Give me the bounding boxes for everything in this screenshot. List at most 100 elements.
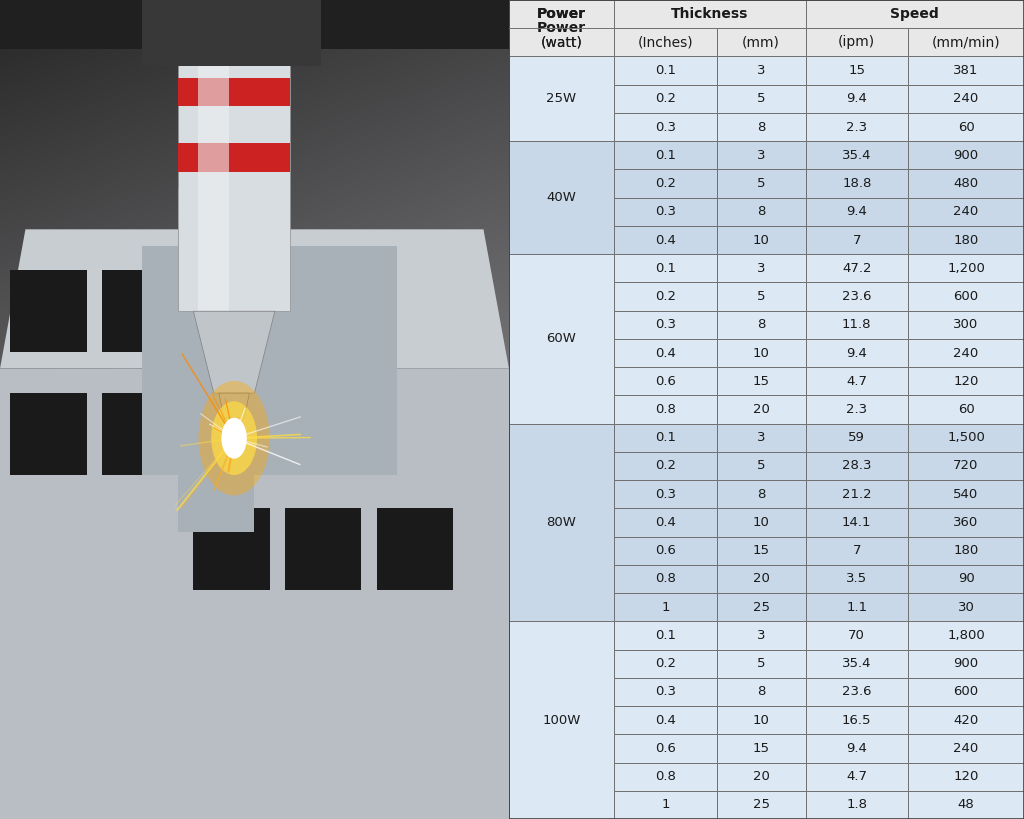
Bar xyxy=(717,536,806,565)
Bar xyxy=(908,452,1024,480)
Text: 100W: 100W xyxy=(543,713,581,726)
Bar xyxy=(806,735,908,762)
Text: 3: 3 xyxy=(757,64,765,77)
Polygon shape xyxy=(0,369,509,819)
Bar xyxy=(717,226,806,254)
Bar xyxy=(509,141,614,254)
Text: 23.6: 23.6 xyxy=(842,290,871,303)
Bar xyxy=(908,57,1024,84)
Bar xyxy=(908,509,1024,536)
Bar xyxy=(908,735,1024,762)
Text: 90: 90 xyxy=(957,572,975,586)
Bar xyxy=(717,678,806,706)
Text: 0.1: 0.1 xyxy=(654,629,676,642)
Bar xyxy=(285,393,361,475)
Text: 5: 5 xyxy=(757,93,765,106)
Bar xyxy=(509,0,614,57)
Text: 8: 8 xyxy=(757,319,765,331)
Bar xyxy=(614,791,717,819)
Text: 25: 25 xyxy=(753,600,770,613)
Bar xyxy=(717,396,806,423)
Bar xyxy=(908,226,1024,254)
Text: 15: 15 xyxy=(753,742,770,755)
Text: 4.7: 4.7 xyxy=(846,770,867,783)
Bar xyxy=(614,509,717,536)
Bar xyxy=(806,197,908,226)
Text: 900: 900 xyxy=(953,149,979,162)
Polygon shape xyxy=(0,229,509,369)
Text: 600: 600 xyxy=(953,686,979,699)
Text: 5: 5 xyxy=(757,290,765,303)
Text: 0.2: 0.2 xyxy=(654,290,676,303)
Text: 420: 420 xyxy=(953,713,979,726)
Text: Power: Power xyxy=(537,7,586,21)
Text: 0.6: 0.6 xyxy=(655,375,676,387)
Text: 240: 240 xyxy=(953,93,979,106)
Text: 0.8: 0.8 xyxy=(655,572,676,586)
Text: 0.3: 0.3 xyxy=(654,488,676,500)
Text: 28.3: 28.3 xyxy=(842,459,871,473)
Bar xyxy=(806,141,908,170)
Bar xyxy=(908,396,1024,423)
Bar xyxy=(717,170,806,197)
Text: 120: 120 xyxy=(953,770,979,783)
Text: 600: 600 xyxy=(953,290,979,303)
Text: 48: 48 xyxy=(957,799,975,812)
Bar xyxy=(806,536,908,565)
Bar xyxy=(806,367,908,396)
Bar xyxy=(614,310,717,339)
Bar xyxy=(377,508,453,590)
Bar xyxy=(908,536,1024,565)
Text: 3.5: 3.5 xyxy=(846,572,867,586)
Bar xyxy=(908,28,1024,57)
Bar xyxy=(717,565,806,593)
Text: (watt): (watt) xyxy=(541,35,583,49)
Text: 30: 30 xyxy=(957,600,975,613)
Text: (Inches): (Inches) xyxy=(638,35,693,49)
Text: 9.4: 9.4 xyxy=(847,206,867,219)
Text: 300: 300 xyxy=(953,319,979,331)
Text: 1: 1 xyxy=(662,799,670,812)
Text: 0.3: 0.3 xyxy=(654,319,676,331)
Bar xyxy=(614,254,717,283)
Bar xyxy=(194,393,269,475)
Bar xyxy=(101,270,178,352)
Circle shape xyxy=(221,418,247,459)
Bar xyxy=(614,622,717,649)
Text: 381: 381 xyxy=(953,64,979,77)
Bar xyxy=(614,283,717,310)
Bar xyxy=(908,649,1024,678)
Text: 0.3: 0.3 xyxy=(654,120,676,133)
Text: 2.3: 2.3 xyxy=(846,120,867,133)
Bar xyxy=(717,706,806,735)
Text: 0.8: 0.8 xyxy=(655,770,676,783)
Bar xyxy=(717,84,806,113)
Text: 240: 240 xyxy=(953,346,979,360)
Bar xyxy=(717,283,806,310)
Bar xyxy=(717,622,806,649)
Bar xyxy=(614,226,717,254)
Text: 15: 15 xyxy=(753,544,770,557)
Bar xyxy=(614,113,717,141)
Circle shape xyxy=(199,381,269,495)
Bar xyxy=(717,310,806,339)
Bar xyxy=(908,283,1024,310)
Text: 11.8: 11.8 xyxy=(842,319,871,331)
Text: 23.6: 23.6 xyxy=(842,686,871,699)
Bar xyxy=(614,678,717,706)
Text: (ipm): (ipm) xyxy=(839,35,876,49)
Bar xyxy=(806,283,908,310)
Bar xyxy=(509,57,614,141)
Text: 360: 360 xyxy=(953,516,979,529)
Bar xyxy=(614,423,717,452)
Bar xyxy=(908,254,1024,283)
Bar xyxy=(806,113,908,141)
Text: 60: 60 xyxy=(957,403,975,416)
Bar xyxy=(178,143,290,172)
Bar xyxy=(806,57,908,84)
Bar xyxy=(806,226,908,254)
Text: 25W: 25W xyxy=(547,93,577,106)
Text: 120: 120 xyxy=(953,375,979,387)
Text: 0.6: 0.6 xyxy=(655,742,676,755)
Bar xyxy=(908,423,1024,452)
